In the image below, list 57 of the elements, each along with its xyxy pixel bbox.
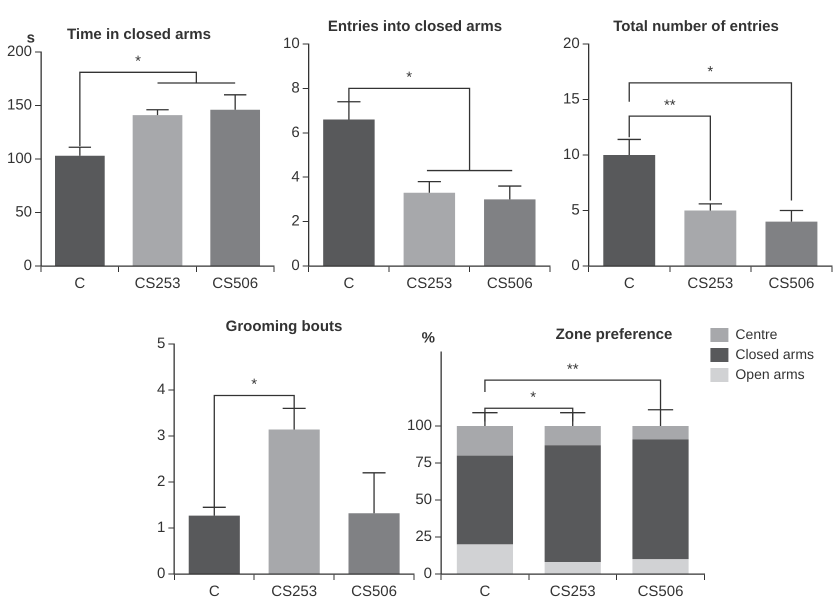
y-tick-label: 0 — [424, 565, 432, 582]
y-tick-label: 50 — [15, 204, 32, 221]
legend-label: Centre — [735, 326, 778, 342]
x-tick-label: C — [480, 583, 491, 600]
y-tick-label: 20 — [562, 35, 580, 52]
annotation: * — [530, 388, 536, 406]
x-tick-label: CS506 — [768, 275, 814, 292]
y-tick-label: 75 — [415, 454, 432, 472]
chart-title: Entries into closed arms — [328, 18, 502, 36]
legend-label: Open arms — [735, 366, 805, 382]
y-tick-label: 2 — [157, 473, 166, 490]
y-tick-label: 10 — [282, 35, 300, 52]
x-tick-label: C — [74, 275, 86, 292]
x-tick-label: CS253 — [134, 275, 180, 292]
y-tick-label: 100 — [6, 150, 32, 168]
y-tick-label: 10 — [562, 146, 580, 164]
y-tick-label: 4 — [291, 168, 300, 186]
y-tick-label: 0 — [571, 257, 580, 274]
annotation: * — [707, 63, 714, 80]
y-tick-label: 3 — [157, 427, 166, 444]
y-tick-label: 6 — [291, 124, 300, 141]
x-tick-label: CS506 — [351, 583, 397, 600]
x-tick-label: CS253 — [271, 583, 318, 600]
y-tick-label: 50 — [415, 491, 432, 508]
x-tick-label: CS506 — [486, 275, 533, 292]
x-tick-label: C — [208, 583, 220, 600]
annotation: * — [135, 52, 142, 70]
y-tick-label: 0 — [24, 257, 32, 274]
y-tick-label: 2 — [291, 212, 300, 230]
chart-title: Grooming bouts — [226, 318, 342, 336]
y-tick-label: 15 — [562, 90, 580, 108]
x-tick-label: CS506 — [212, 275, 258, 292]
chart-title: Zone preference — [556, 326, 672, 344]
x-tick-label: CS253 — [550, 583, 596, 600]
x-tick-label: C — [343, 275, 354, 292]
annotation: * — [406, 69, 412, 86]
y-tick-label: 5 — [571, 202, 580, 219]
y-tick-label: 1 — [157, 519, 166, 536]
y-tick-label: 25 — [415, 528, 432, 546]
legend-label: Closed arms — [735, 346, 814, 362]
x-tick-label: CS506 — [638, 583, 684, 600]
x-tick-label: CS253 — [687, 275, 734, 292]
y-tick-label: 4 — [157, 381, 166, 398]
annotation: ** — [664, 96, 676, 114]
annotation: * — [251, 376, 258, 394]
x-tick-label: CS253 — [406, 275, 452, 292]
y-tick-label: 0 — [291, 257, 300, 274]
x-tick-label: C — [624, 275, 635, 292]
y-tick-label: 5 — [157, 335, 166, 352]
y-tick-label: 0 — [157, 565, 166, 582]
y-tick-label: 150 — [6, 96, 32, 114]
annotation: ** — [566, 360, 579, 378]
chart-title: Total number of entries — [613, 18, 779, 36]
chart-title: Time in closed arms — [67, 26, 211, 44]
y-axis-title: % — [422, 330, 436, 347]
y-tick-label: 8 — [291, 80, 300, 97]
y-tick-label: 100 — [406, 417, 432, 434]
